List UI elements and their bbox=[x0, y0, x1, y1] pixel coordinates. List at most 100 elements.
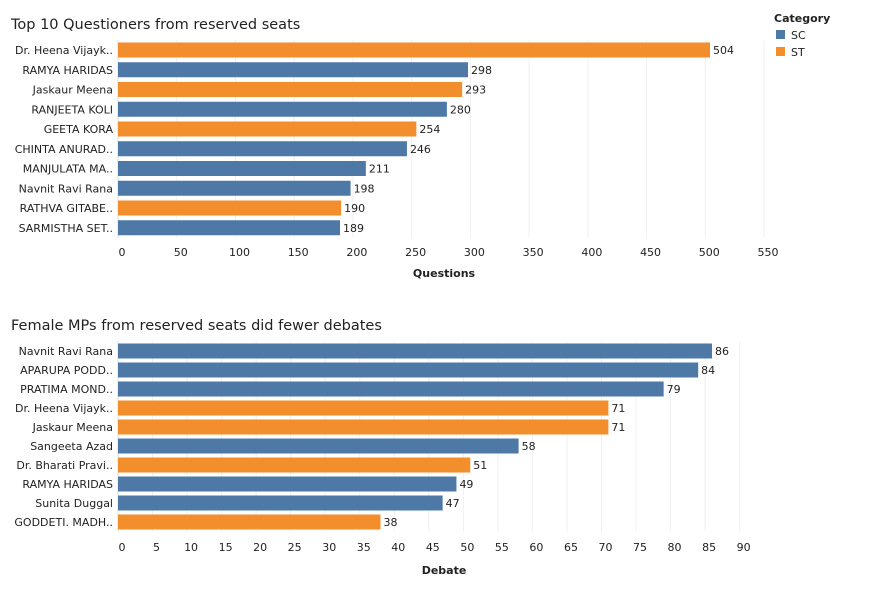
bar-value-label: 71 bbox=[611, 421, 625, 434]
y-category-label: RATHVA GITABE.. bbox=[20, 202, 113, 215]
x-tick-label: 65 bbox=[564, 541, 578, 554]
y-category-label: PRATIMA MOND.. bbox=[20, 383, 113, 396]
bar-value-label: 189 bbox=[343, 222, 364, 235]
legend-swatch-st bbox=[776, 47, 785, 56]
y-category-label: Navnit Ravi Rana bbox=[19, 182, 113, 195]
bar-value-label: 58 bbox=[522, 440, 536, 453]
y-category-label: GODDETI. MADH.. bbox=[14, 516, 113, 529]
bar-st[interactable] bbox=[118, 514, 381, 530]
x-tick-label: 60 bbox=[529, 541, 543, 554]
bar-value-label: 86 bbox=[715, 345, 729, 358]
chart-title: Top 10 Questioners from reserved seats bbox=[10, 17, 300, 33]
x-tick-label: 70 bbox=[598, 541, 612, 554]
x-tick-label: 100 bbox=[229, 246, 250, 259]
legend-label-sc[interactable]: SC bbox=[791, 29, 806, 42]
x-tick-label: 5 bbox=[153, 541, 160, 554]
chart-1: Top 10 Questioners from reserved seats 0 5… bbox=[10, 17, 779, 280]
bar-value-label: 211 bbox=[369, 163, 390, 176]
y-category-label: GEETA KORA bbox=[44, 123, 114, 136]
x-tick-label: 90 bbox=[737, 541, 751, 554]
x-tick-label: 25 bbox=[288, 541, 302, 554]
bar-value-label: 84 bbox=[701, 364, 715, 377]
bar-value-label: 298 bbox=[471, 64, 492, 77]
x-tick-label: 450 bbox=[640, 246, 661, 259]
bar-value-label: 246 bbox=[410, 143, 431, 156]
x-tick-label: 80 bbox=[668, 541, 682, 554]
y-category-label: Dr. Heena Vijayk.. bbox=[15, 44, 113, 57]
bar-sc[interactable] bbox=[118, 343, 712, 359]
bar-value-label: 198 bbox=[354, 182, 375, 195]
bar-value-label: 190 bbox=[344, 202, 365, 215]
y-category-label: RAMYA HARIDAS bbox=[22, 478, 113, 491]
y-category-label: Navnit Ravi Rana bbox=[19, 345, 113, 358]
x-tick-label: 30 bbox=[322, 541, 336, 554]
bar-value-label: 254 bbox=[419, 123, 440, 136]
x-tick-label: 50 bbox=[460, 541, 474, 554]
legend-label-st[interactable]: ST bbox=[791, 46, 805, 59]
bar-sc[interactable] bbox=[118, 161, 366, 176]
legend-swatch-sc bbox=[776, 30, 785, 39]
y-category-label: Sunita Duggal bbox=[35, 497, 113, 510]
bar-st[interactable] bbox=[118, 457, 471, 473]
x-axis-title: Debate bbox=[422, 564, 467, 577]
x-tick-label: 15 bbox=[219, 541, 233, 554]
x-tick-label: 40 bbox=[391, 541, 405, 554]
bar-st[interactable] bbox=[118, 400, 609, 416]
chart-2: Female MPs from reserved seats did fewer… bbox=[11, 318, 751, 577]
x-tick-label: 75 bbox=[633, 541, 647, 554]
x-tick-label: 55 bbox=[495, 541, 509, 554]
legend-title: Category bbox=[774, 12, 830, 25]
bar-sc[interactable] bbox=[118, 180, 351, 196]
y-category-label: Dr. Heena Vijayk.. bbox=[15, 402, 113, 415]
y-category-label: Sangeeta Azad bbox=[30, 440, 113, 453]
y-category-label: Dr. Bharati Pravi.. bbox=[16, 459, 113, 472]
bar-value-label: 504 bbox=[713, 44, 734, 57]
x-tick-label: 0 bbox=[119, 246, 126, 259]
x-tick-label: 20 bbox=[253, 541, 267, 554]
bar-st[interactable] bbox=[118, 121, 417, 137]
x-tick-label: 45 bbox=[426, 541, 440, 554]
bar-value-label: 51 bbox=[473, 459, 487, 472]
bar-sc[interactable] bbox=[118, 101, 447, 117]
bar-st[interactable] bbox=[118, 419, 609, 435]
bar-st[interactable] bbox=[118, 200, 342, 216]
bar-value-label: 280 bbox=[450, 103, 471, 116]
x-tick-label: 550 bbox=[758, 246, 779, 259]
y-category-label: RANJEETA KOLI bbox=[31, 103, 113, 116]
bar-sc[interactable] bbox=[118, 495, 443, 511]
chart-title: Female MPs from reserved seats did fewer… bbox=[11, 318, 382, 334]
bar-value-label: 79 bbox=[667, 383, 681, 396]
bar-sc[interactable] bbox=[118, 362, 699, 378]
x-tick-label: 0 bbox=[119, 541, 126, 554]
y-category-label: RAMYA HARIDAS bbox=[22, 64, 113, 77]
x-tick-label: 250 bbox=[405, 246, 426, 259]
x-tick-label: 350 bbox=[523, 246, 544, 259]
bar-value-label: 47 bbox=[446, 497, 460, 510]
bar-sc[interactable] bbox=[118, 438, 519, 454]
bar-sc[interactable] bbox=[118, 220, 340, 236]
y-category-label: Jaskaur Meena bbox=[32, 421, 113, 434]
bar-sc[interactable] bbox=[118, 62, 469, 78]
bar-value-label: 38 bbox=[383, 516, 397, 529]
bar-value-label: 71 bbox=[611, 402, 625, 415]
x-tick-label: 300 bbox=[464, 246, 485, 259]
bar-sc[interactable] bbox=[118, 141, 407, 157]
bar-sc[interactable] bbox=[118, 476, 457, 492]
x-tick-label: 85 bbox=[702, 541, 716, 554]
bar-st[interactable] bbox=[118, 82, 463, 97]
x-tick-label: 200 bbox=[346, 246, 367, 259]
x-axis-title: Questions bbox=[413, 267, 476, 280]
bar-sc[interactable] bbox=[118, 381, 664, 397]
x-tick-label: 35 bbox=[357, 541, 371, 554]
y-category-label: Jaskaur Meena bbox=[32, 84, 113, 97]
bar-value-label: 49 bbox=[459, 478, 473, 491]
legend: Category SC ST bbox=[774, 12, 830, 59]
y-category-label: CHINTA ANURAD.. bbox=[15, 143, 113, 156]
x-tick-label: 500 bbox=[699, 246, 720, 259]
y-category-label: APARUPA PODD.. bbox=[20, 364, 113, 377]
bar-value-label: 293 bbox=[465, 84, 486, 97]
bar-st[interactable] bbox=[118, 42, 710, 58]
x-tick-label: 150 bbox=[288, 246, 309, 259]
y-category-label: MANJULATA MA.. bbox=[23, 163, 113, 176]
